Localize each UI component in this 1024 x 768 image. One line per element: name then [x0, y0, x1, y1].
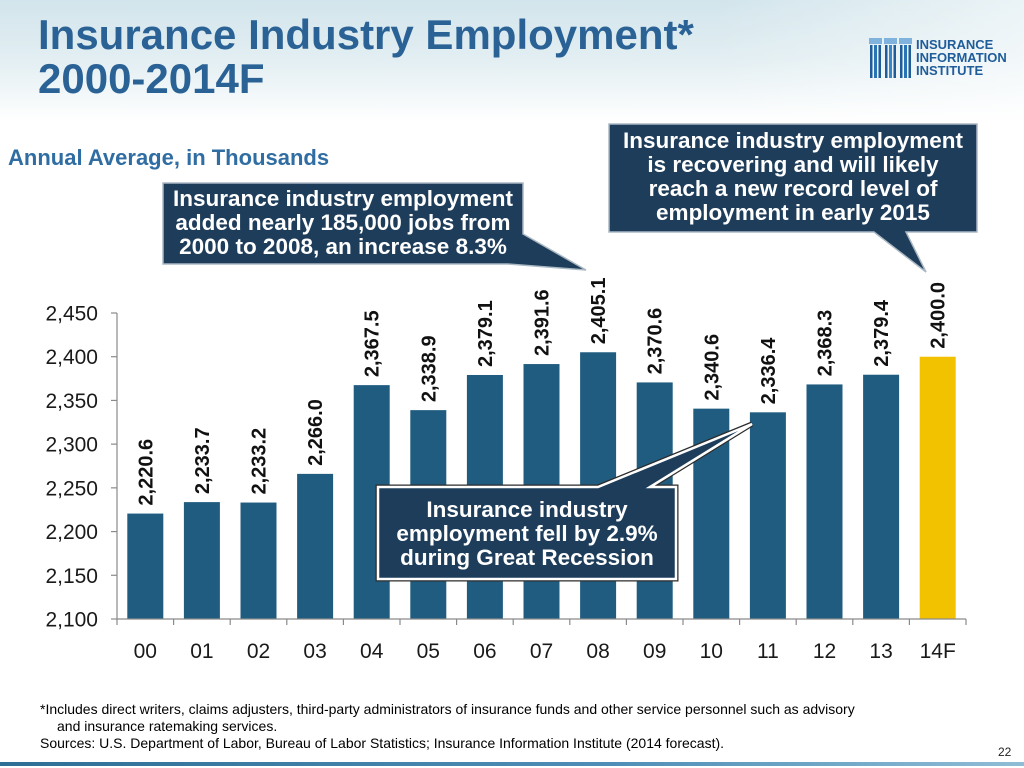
- y-tick-label: 2,200: [45, 521, 98, 544]
- bar: [297, 473, 334, 619]
- y-tick-label: 2,400: [45, 346, 98, 369]
- data-label: 2,368.3: [815, 310, 837, 377]
- logo-line: INSURANCE: [916, 37, 994, 52]
- callout-great-recession: Insurance industry employment fell by 2.…: [378, 498, 676, 570]
- x-tick-label: 08: [586, 640, 609, 663]
- callout-line: is recovering and will likely: [647, 152, 939, 177]
- y-tick-label: 2,350: [45, 390, 98, 413]
- page-title: Insurance Industry Employment*: [38, 11, 694, 58]
- x-tick-label: 12: [813, 640, 836, 663]
- callout-line: 2000 to 2008, an increase 8.3%: [179, 234, 507, 259]
- data-label: 2,220.6: [135, 439, 157, 506]
- chart-units-label: Annual Average, in Thousands: [8, 145, 330, 170]
- data-label: 2,391.6: [532, 289, 554, 356]
- logo-line: INSTITUTE: [916, 63, 984, 78]
- y-tick-label: 2,300: [45, 434, 98, 457]
- data-label: 2,338.9: [418, 335, 440, 402]
- callout-3-shape: [376, 422, 753, 581]
- y-tick-label: 2,250: [45, 477, 98, 500]
- x-tick-label: 10: [700, 640, 723, 663]
- callout-line: during Great Recession: [400, 545, 654, 570]
- callout-line: employment in early 2015: [656, 200, 930, 225]
- axes-layer: 2,100 2,150 2,200 2,250 2,300 2,350 2,400 2,450…: [45, 303, 967, 663]
- callout-line: employment fell by 2.9%: [396, 521, 658, 546]
- data-label: 2,233.7: [192, 427, 214, 494]
- bar: [127, 513, 164, 619]
- x-tick-label: 14F: [920, 640, 956, 663]
- data-label: 2,379.4: [871, 299, 893, 367]
- footnote-sources: Sources: U.S. Department of Labor, Burea…: [40, 735, 725, 751]
- page-number: 22: [998, 745, 1012, 759]
- callout-growth-2000-2008: Insurance industry employment added near…: [163, 187, 523, 259]
- header-band: [0, 0, 1024, 122]
- x-tick-label: 04: [360, 640, 384, 663]
- callout-line: Insurance industry employment: [622, 128, 964, 153]
- x-tick-label: 02: [247, 640, 270, 663]
- y-tick-label: 2,150: [45, 565, 98, 588]
- x-tick-label: 11: [757, 640, 779, 663]
- x-tick-label: 00: [134, 640, 157, 663]
- x-tick-label: 05: [417, 640, 440, 663]
- data-label: 2,340.6: [701, 334, 723, 401]
- bar-forecast: [919, 356, 956, 619]
- y-tick-label: 2,100: [45, 609, 98, 632]
- bar: [863, 374, 900, 619]
- callout-line: Insurance industry employment: [172, 186, 514, 211]
- callout-1-shape: [162, 182, 587, 271]
- callout-line: reach a new record level of: [648, 176, 938, 201]
- data-label: 2,400.0: [928, 282, 950, 349]
- bar: [240, 502, 277, 619]
- iii-logo-icon: [869, 38, 912, 78]
- x-tick-label: 09: [643, 640, 666, 663]
- data-label: 2,367.5: [362, 310, 384, 377]
- callout-2-shape: [608, 123, 978, 273]
- data-label: 2,379.1: [475, 300, 497, 367]
- x-tick-label: 06: [473, 640, 496, 663]
- x-tick-label: 01: [190, 640, 213, 663]
- logo-line: INFORMATION: [916, 50, 1007, 65]
- callout-line: Insurance industry: [426, 497, 628, 522]
- logo-wordmark: INSURANCE INFORMATION INSTITUTE: [916, 38, 1007, 77]
- data-label: 2,370.6: [645, 308, 667, 375]
- y-tick-label: 2,450: [45, 303, 98, 326]
- data-label: 2,336.4: [758, 337, 780, 405]
- bar: [749, 412, 786, 619]
- callouts-layer: [162, 123, 978, 582]
- callout-recovery-forecast: Insurance industry employment is recover…: [609, 129, 977, 225]
- bottom-rule: [0, 762, 1024, 766]
- data-label: 2,233.2: [249, 428, 271, 495]
- x-tick-label: 07: [530, 640, 553, 663]
- page-title-years: 2000-2014F: [38, 55, 265, 102]
- bar: [806, 384, 843, 619]
- bar: [183, 502, 220, 619]
- x-tick-label: 13: [869, 640, 892, 663]
- footnote-definition-continued: and insurance ratemaking services.: [57, 718, 278, 734]
- footnote-definition: *Includes direct writers, claims adjuste…: [40, 701, 855, 717]
- x-tick-label: 03: [303, 640, 326, 663]
- data-label: 2,405.1: [588, 278, 610, 345]
- data-label: 2,266.0: [305, 399, 327, 466]
- callout-line: added nearly 185,000 jobs from: [175, 210, 511, 235]
- data-labels-layer: 2,220.6 2,233.7 2,233.2 2,266.0 2,367.5 2,338…: [135, 278, 949, 506]
- iii-logo: INSURANCE INFORMATION INSTITUTE: [868, 36, 1018, 80]
